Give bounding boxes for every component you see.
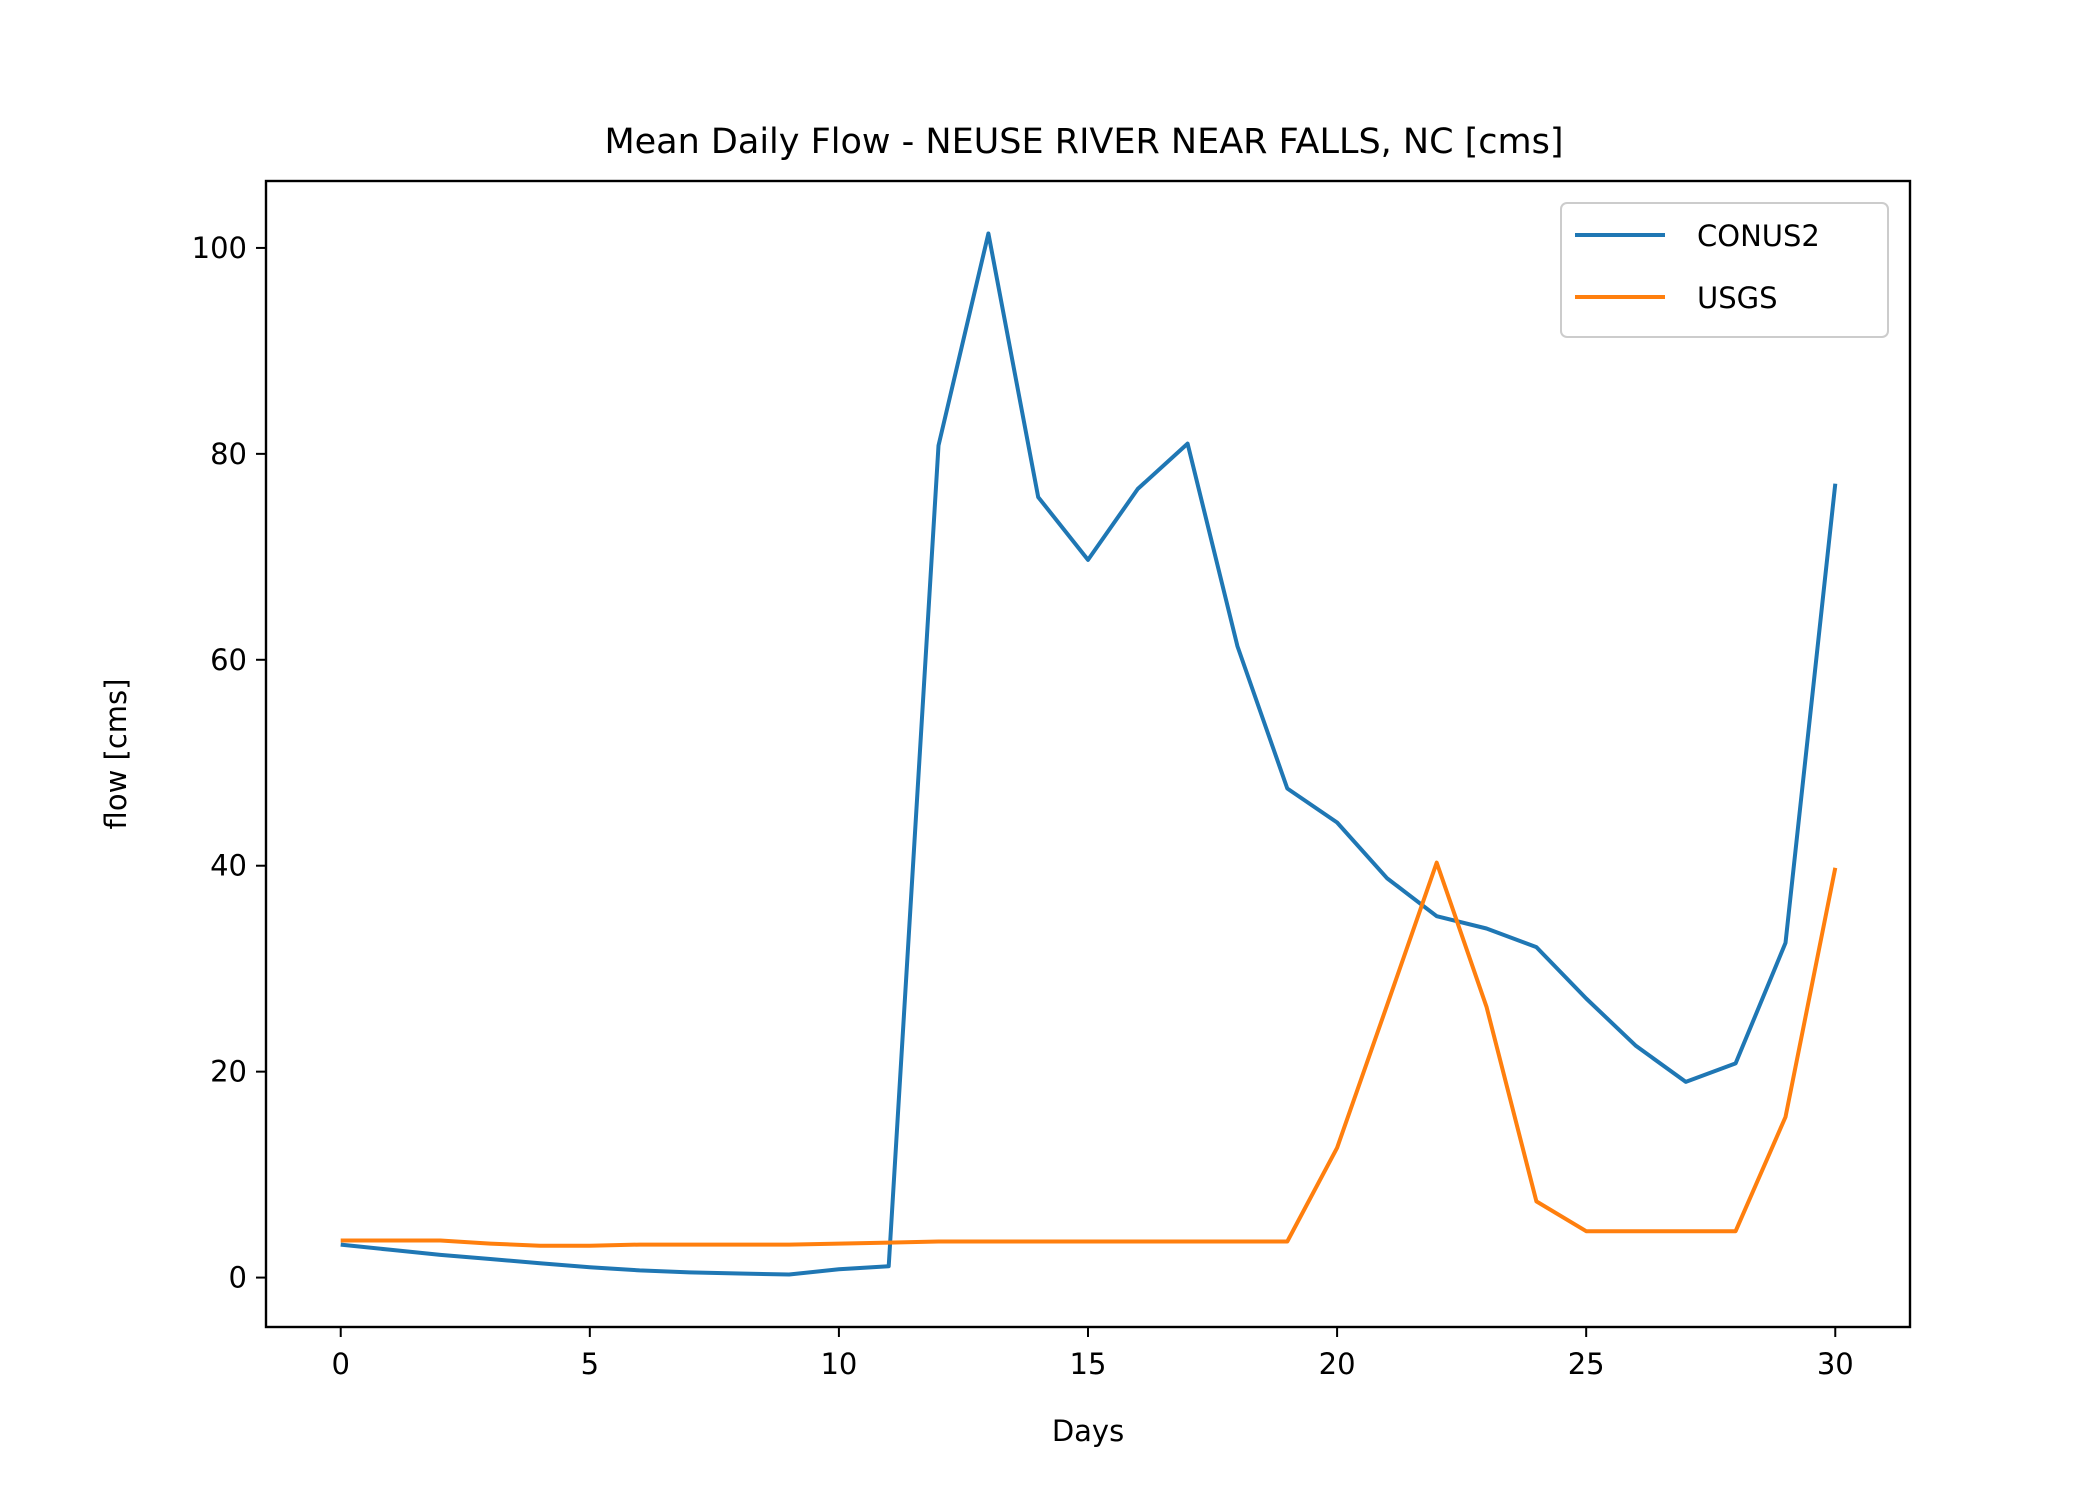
x-tick-label: 10 xyxy=(820,1347,857,1381)
x-tick-label: 0 xyxy=(332,1347,350,1381)
x-axis-ticks: 0 5 10 15 20 25 30 xyxy=(332,1327,1854,1381)
x-tick-label: 20 xyxy=(1319,1347,1356,1381)
x-tick-label: 15 xyxy=(1070,1347,1107,1381)
legend: CONUS2 USGS xyxy=(1560,202,1889,338)
y-tick-label: 0 xyxy=(229,1261,247,1295)
y-tick-label: 80 xyxy=(210,437,247,471)
y-tick-label: 40 xyxy=(210,849,247,883)
legend-label-conus2: CONUS2 xyxy=(1697,219,1820,253)
x-tick-label: 30 xyxy=(1817,1347,1854,1381)
legend-label-usgs: USGS xyxy=(1697,281,1778,315)
y-axis-ticks: 0 20 40 60 80 100 xyxy=(192,231,266,1295)
x-tick-label: 5 xyxy=(581,1347,599,1381)
x-tick-label: 25 xyxy=(1568,1347,1605,1381)
series-line-usgs xyxy=(340,860,1838,1248)
y-tick-label: 20 xyxy=(210,1055,247,1089)
y-tick-label: 60 xyxy=(210,643,247,677)
chart-title: Mean Daily Flow - NEUSE RIVER NEAR FALLS… xyxy=(604,122,1563,162)
series-line-conus2 xyxy=(340,231,1838,1277)
y-tick-label: 100 xyxy=(192,231,247,265)
x-axis-label: Days xyxy=(1052,1414,1124,1448)
y-axis-label: flow [cms] xyxy=(99,679,133,830)
series-lines xyxy=(340,231,1838,1277)
